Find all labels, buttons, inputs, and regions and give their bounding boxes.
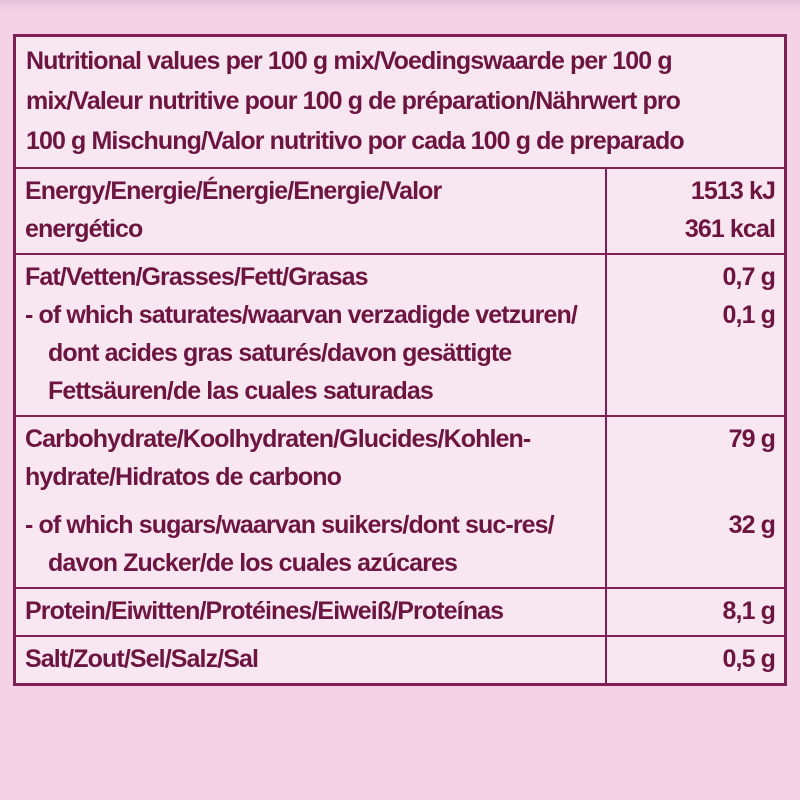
fat-value: 0,7 g [722,263,776,291]
energy-value-kj: 1513 kJ [690,177,776,205]
row-protein: Protein/​Eiwitten/​Protéines/​Eiweiß/​Pr… [16,587,784,635]
top-edge-band [0,0,800,10]
row-value: 0,7 g [607,255,784,296]
row-fat: Fat/​Vetten/​Grasses/​Fett/​Grasas 0,7 g [16,253,784,296]
table-header-text: Nutritional values per 100 g mix/​Voedin… [26,47,685,155]
row-carbohydrate: Carbohydrate/​Koolhydraten/​Glucides/​Ko… [16,415,784,496]
row-salt: Salt/​Zout/​Sel/​Salz/​Sal 0,5 g [16,635,784,683]
row-value: 32 g [607,496,784,587]
row-label: - of which sugars/​waarvan suikers/​dont… [16,496,607,587]
row-value: 8,1 g [607,589,784,635]
saturates-label-text: - of which saturates/​waarvan verzadigde… [25,301,578,405]
protein-value: 8,1 g [722,597,776,625]
row-value: 0,1 g [607,296,784,415]
row-value: 0,5 g [607,637,784,683]
row-label: - of which saturates/​waarvan verzadigde… [16,296,607,415]
row-label: Protein/​Eiwitten/​Protéines/​Eiweiß/​Pr… [16,589,607,635]
row-label: Energy/​Energie/​Énergie/​Energie/​Valor… [16,169,607,253]
row-value: 79 g [607,417,784,496]
row-sugars: - of which sugars/​waarvan suikers/​dont… [16,496,784,587]
protein-label-text: Protein/​Eiwitten/​Protéines/​Eiweiß/​Pr… [25,597,504,625]
saturates-value: 0,1 g [722,301,776,329]
salt-value: 0,5 g [722,645,776,673]
row-value: 1513 kJ 361 kcal [607,169,784,253]
row-label: Carbohydrate/​Koolhydraten/​Glucides/​Ko… [16,417,607,496]
carbohydrate-label-text: Carbohydrate/​Koolhydraten/​Glucides/​Ko… [25,425,531,491]
salt-label-text: Salt/​Zout/​Sel/​Salz/​Sal [25,645,259,673]
sugars-value: 32 g [728,511,776,539]
row-saturates: - of which saturates/​waarvan verzadigde… [16,296,784,415]
energy-value-kcal: 361 kcal [684,215,776,243]
sugars-label-text: - of which sugars/​waarvan suikers/​dont… [25,511,555,577]
fat-label-text: Fat/​Vetten/​Grasses/​Fett/​Grasas [25,263,369,291]
nutrition-table: Nutritional values per 100 g mix/​Voedin… [13,34,787,686]
energy-label-text: Energy/​Energie/​Énergie/​Energie/​Valor… [25,177,442,243]
row-label: Salt/​Zout/​Sel/​Salz/​Sal [16,637,607,683]
table-header: Nutritional values per 100 g mix/​Voedin… [16,37,784,167]
row-label: Fat/​Vetten/​Grasses/​Fett/​Grasas [16,255,607,296]
carbohydrate-value: 79 g [728,425,776,453]
row-energy: Energy/​Energie/​Énergie/​Energie/​Valor… [16,167,784,253]
